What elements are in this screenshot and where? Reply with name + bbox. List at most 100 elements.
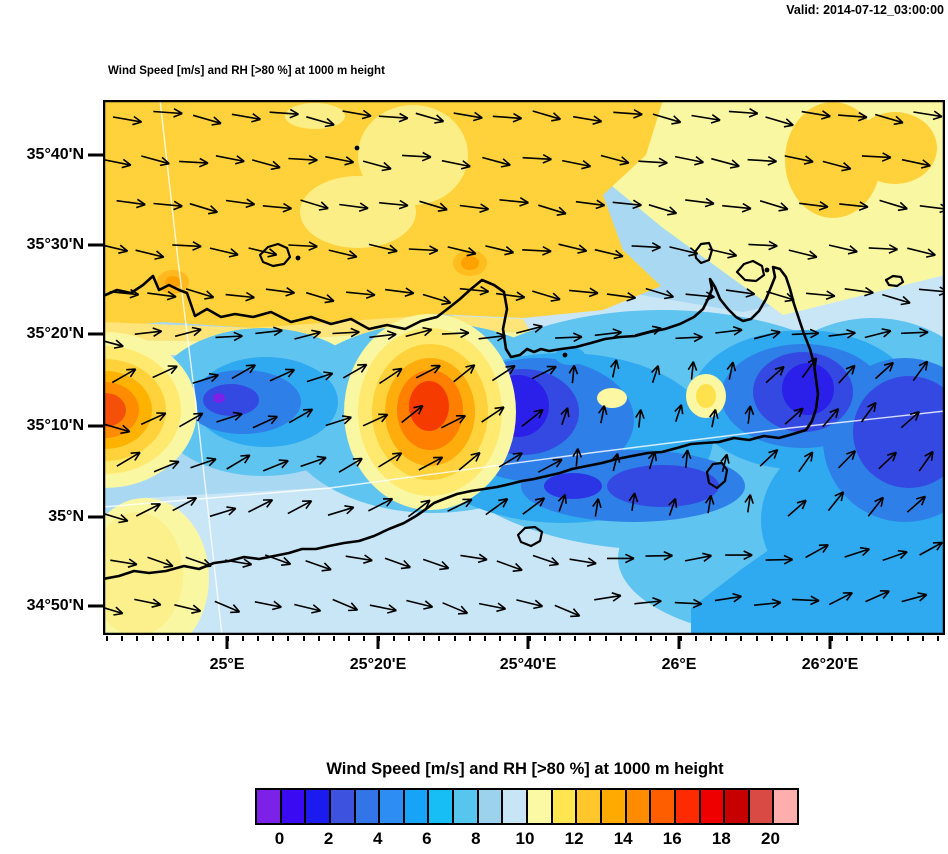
lon-minor-tick	[785, 636, 788, 641]
lon-minor-tick	[468, 636, 471, 641]
lon-tick	[376, 636, 380, 649]
colorbar-cell	[552, 790, 578, 823]
wind-arrow	[631, 242, 661, 252]
contour-region	[597, 388, 627, 408]
wind-arrow	[153, 460, 180, 473]
wind-arrow	[675, 332, 703, 343]
wind-arrow	[828, 328, 856, 339]
lon-minor-tick	[378, 636, 380, 641]
wind-arrow	[401, 404, 424, 424]
wind-arrow	[728, 108, 759, 118]
colorbar-cell	[774, 790, 798, 823]
lon-minor-tick	[453, 636, 456, 641]
wind-arrow	[103, 606, 124, 616]
colorbar-tick-label: 0	[274, 829, 285, 848]
wind-arrow	[554, 604, 581, 618]
colorbar-cell	[478, 790, 504, 823]
wind-arrow	[345, 554, 373, 564]
wind-arrow	[172, 497, 198, 512]
lon-minor-tick	[438, 636, 441, 641]
wind-arrow	[116, 198, 146, 209]
map-layers	[103, 100, 945, 635]
wind-arrow	[878, 451, 898, 470]
lon-minor-tick	[483, 636, 486, 641]
wind-arrow	[116, 451, 141, 467]
island-outline	[516, 525, 544, 548]
colorbar-labels: 0 2 4 6 8 10 12 14 16 18 20	[255, 829, 795, 853]
contour-region	[300, 176, 416, 248]
wind-arrow	[254, 600, 282, 611]
wind-arrow	[485, 498, 509, 516]
wind-arrow	[521, 408, 544, 428]
lon-minor-tick	[211, 636, 214, 641]
wind-arrow	[492, 112, 523, 123]
wind-arrow	[839, 201, 869, 211]
wind-arrow	[368, 243, 398, 254]
colorbar-tick-label: 4	[372, 829, 383, 848]
wind-arrow	[214, 600, 241, 614]
wind-arrow	[634, 597, 662, 607]
lon-minor-tick	[332, 636, 335, 641]
lon-minor-tick	[227, 636, 229, 641]
wind-arrow	[635, 409, 645, 428]
contour-region	[555, 347, 585, 365]
lon-minor-tick	[936, 636, 939, 641]
wind-arrow	[668, 497, 678, 516]
colorbar-title: Wind Speed [m/s] and RH [>80 %] at 1000 …	[326, 760, 724, 778]
lon-minor-tick	[770, 636, 773, 641]
plot-title: Wind Speed [m/s] and RH [>80 %] at 1000 …	[108, 65, 385, 77]
colorbar-cell	[454, 790, 479, 823]
lon-axis-label: 25°20'E	[349, 656, 407, 673]
wind-arrow	[441, 159, 471, 170]
wind-arrow	[185, 288, 215, 300]
colorbar-cell	[577, 790, 602, 823]
wind-arrow	[874, 113, 904, 126]
wind-arrow	[828, 592, 853, 606]
lat-tick	[88, 153, 103, 157]
lon-minor-tick	[891, 636, 894, 641]
wind-arrow	[674, 598, 703, 609]
lon-tick	[225, 636, 229, 649]
lon-tick	[828, 636, 832, 649]
lon-minor-tick	[136, 636, 139, 641]
wind-arrow	[918, 450, 934, 472]
graticule-line	[159, 100, 223, 635]
wind-arrow	[369, 604, 397, 614]
lon-minor-tick	[513, 636, 516, 641]
contour-field-svg	[102, 99, 946, 636]
wind-arrow	[759, 200, 789, 212]
colorbar-cell	[503, 790, 529, 823]
wind-arrow	[110, 558, 138, 568]
lon-minor-tick	[181, 636, 184, 641]
island-outline	[705, 461, 729, 490]
wind-arrow	[379, 199, 409, 210]
wind-arrow	[378, 112, 409, 123]
lon-minor-tick	[272, 636, 275, 641]
wind-arrow	[209, 506, 237, 518]
wind-arrow	[838, 111, 868, 122]
map-plot	[102, 99, 946, 636]
wind-arrow	[691, 114, 721, 124]
wind-arrow	[415, 364, 441, 379]
wind-arrow	[597, 405, 608, 424]
colorbar-cell	[725, 790, 750, 823]
wind-arrow	[447, 498, 473, 512]
wind-arrow	[485, 245, 515, 256]
wind-arrow	[453, 364, 476, 383]
wind-arrow	[422, 293, 452, 306]
wind-arrow	[861, 152, 892, 162]
islet-dot	[295, 255, 301, 261]
lon-minor-tick	[151, 636, 154, 641]
contour-region	[696, 384, 716, 408]
wind-arrow	[722, 202, 752, 213]
wind-arrow	[822, 160, 852, 172]
wind-arrow	[458, 451, 481, 471]
wind-arrow	[865, 590, 890, 603]
lon-minor-tick	[725, 636, 728, 641]
wind-arrow	[305, 560, 332, 572]
colorbar-tick-label: 10	[515, 829, 535, 848]
wind-arrow	[674, 404, 684, 423]
lon-tick	[677, 636, 681, 649]
wind-arrow	[325, 415, 352, 427]
wind-arrow	[753, 598, 782, 609]
